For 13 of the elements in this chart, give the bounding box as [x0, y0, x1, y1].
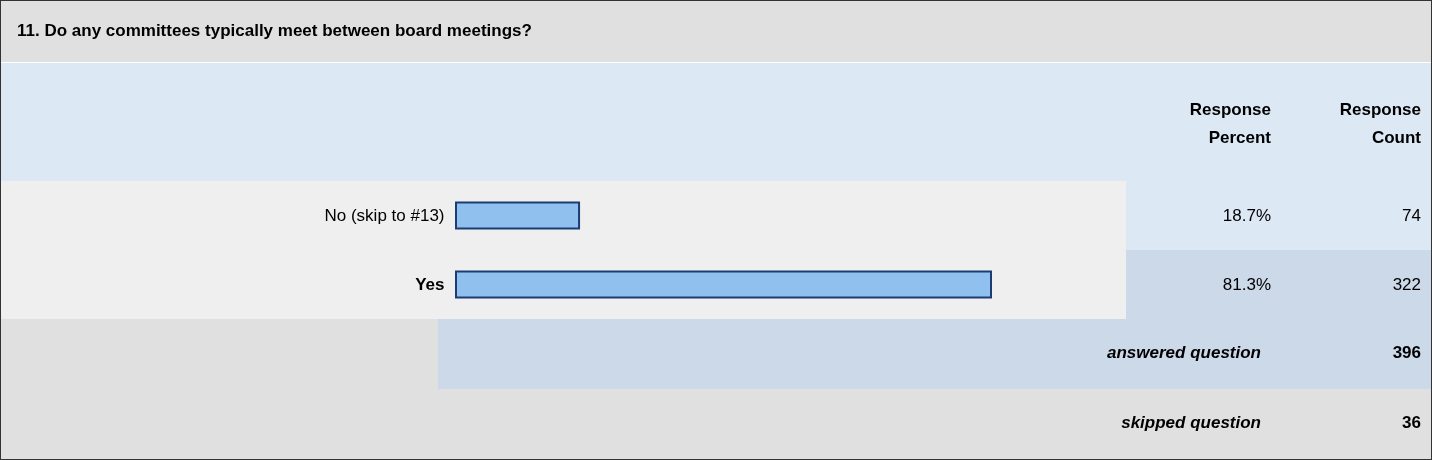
text: 11. Do any committees typically meet between board meetings? [17, 21, 532, 41]
data-label: 18.7% [1222, 205, 1271, 225]
text: skipped question [1120, 413, 1261, 433]
text: answered question [1106, 343, 1261, 363]
y-tick-label: No (skip to #13) [324, 205, 445, 225]
text: 36 [1401, 413, 1421, 433]
text: 74 [1402, 205, 1421, 225]
text: 396 [1391, 343, 1421, 363]
y-tick-label: Yes [415, 274, 445, 294]
text: Response Count [1338, 99, 1421, 149]
text: Response Percent [1188, 99, 1271, 149]
data-label: 81.3% [1222, 274, 1271, 294]
text: 322 [1392, 274, 1421, 294]
